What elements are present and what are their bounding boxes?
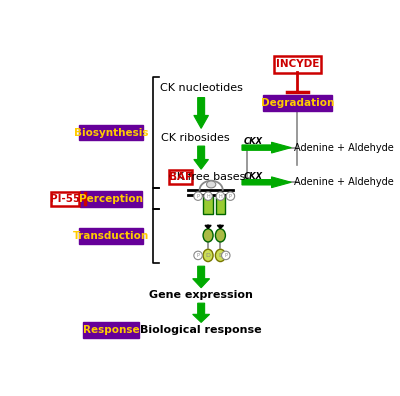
Ellipse shape [206, 181, 216, 188]
Text: Adenine + Aldehyde: Adenine + Aldehyde [294, 177, 393, 187]
Text: D: D [206, 253, 210, 258]
FancyBboxPatch shape [169, 169, 192, 184]
Polygon shape [193, 266, 210, 288]
Text: P: P [197, 194, 200, 199]
Ellipse shape [215, 229, 226, 242]
FancyBboxPatch shape [80, 191, 142, 207]
Text: Degradation: Degradation [261, 98, 334, 108]
Text: BAP: BAP [168, 172, 192, 182]
Ellipse shape [203, 229, 213, 242]
Text: P: P [197, 253, 200, 258]
FancyBboxPatch shape [216, 197, 225, 214]
Polygon shape [242, 142, 291, 153]
FancyBboxPatch shape [83, 322, 139, 338]
Circle shape [204, 192, 212, 200]
Text: D: D [218, 253, 223, 258]
Circle shape [226, 192, 235, 200]
Ellipse shape [215, 249, 226, 262]
Text: CK ribosides: CK ribosides [161, 133, 229, 143]
Text: CKX: CKX [244, 171, 263, 181]
Polygon shape [217, 225, 224, 228]
Text: Biological response: Biological response [140, 325, 262, 335]
Text: P: P [224, 253, 227, 258]
Circle shape [194, 251, 202, 260]
Polygon shape [194, 97, 208, 128]
Ellipse shape [203, 249, 213, 262]
FancyBboxPatch shape [263, 95, 332, 110]
Text: CK nucleotides: CK nucleotides [160, 82, 242, 93]
Circle shape [194, 192, 202, 200]
Text: PI-55: PI-55 [50, 194, 80, 204]
Text: CK free bases: CK free bases [169, 172, 246, 182]
Polygon shape [242, 177, 291, 188]
Text: H: H [206, 194, 210, 199]
Circle shape [222, 251, 230, 260]
FancyBboxPatch shape [274, 56, 321, 73]
Text: CKX: CKX [244, 137, 263, 146]
FancyBboxPatch shape [51, 192, 79, 206]
Text: Gene expression: Gene expression [149, 290, 253, 301]
Text: Transduction: Transduction [73, 231, 149, 241]
Circle shape [216, 192, 225, 200]
Polygon shape [205, 225, 211, 228]
FancyBboxPatch shape [80, 125, 143, 140]
Text: P: P [229, 194, 232, 199]
Text: Adenine + Aldehyde: Adenine + Aldehyde [294, 143, 393, 152]
Text: H: H [218, 194, 222, 199]
FancyBboxPatch shape [79, 228, 144, 244]
Text: Response: Response [83, 325, 139, 335]
FancyBboxPatch shape [204, 197, 213, 214]
Polygon shape [194, 146, 208, 169]
Text: Biosynthesis: Biosynthesis [74, 128, 148, 137]
Polygon shape [193, 303, 210, 322]
Text: Perception: Perception [79, 194, 143, 204]
Text: INCYDE: INCYDE [276, 59, 319, 69]
